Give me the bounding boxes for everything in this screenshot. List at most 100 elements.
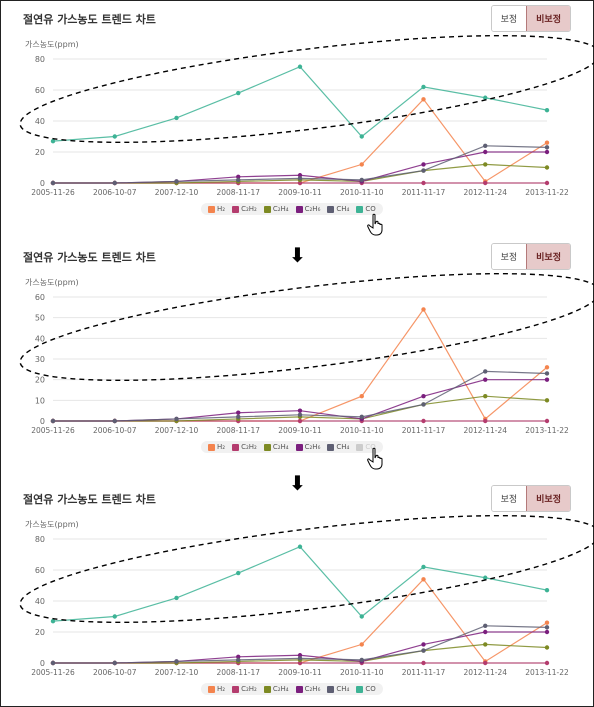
data-point-ch4	[421, 648, 426, 653]
highlight-ellipse	[19, 34, 594, 144]
legend-swatch	[232, 443, 240, 451]
legend-item-c2h4[interactable]: C₂H₄	[263, 443, 289, 451]
legend-swatch	[208, 205, 215, 213]
legend-item-c2h2[interactable]: C₂H₂	[232, 443, 257, 451]
legend-label: C₂H₂	[241, 205, 257, 213]
uncorrected-button[interactable]: 비보정	[526, 244, 570, 269]
legend-label: C₂H₆	[304, 685, 321, 693]
data-point-ch4	[297, 412, 303, 417]
pointer-hand-icon	[367, 447, 383, 470]
x-tick-label: 2012-11-24	[463, 188, 507, 197]
legend-swatch	[356, 205, 364, 213]
data-point-ch4	[483, 369, 488, 374]
legend-label: C₂H₂	[241, 685, 257, 693]
data-point-ch4	[544, 145, 550, 150]
data-point-ch4	[544, 625, 550, 630]
y-tick-label: 40	[35, 334, 45, 343]
data-point-ch4	[174, 416, 179, 422]
series-line-h2	[53, 308, 548, 422]
data-point-c2h6	[544, 377, 550, 382]
legend-item-co[interactable]: CO	[356, 205, 376, 213]
legend-item-h2[interactable]: H₂	[208, 443, 225, 451]
data-point-co	[50, 138, 56, 144]
y-tick-label: 20	[35, 628, 45, 637]
legend-label: C₂H₄	[272, 685, 289, 693]
data-point-ch4	[50, 418, 56, 424]
data-point-co	[483, 575, 488, 580]
data-point-ch4	[483, 623, 488, 628]
trend-chart: 0 10 20 30 40 50 60 2005-11-26 2006-10-07 2007-12…	[19, 272, 594, 435]
x-tick-label: 2011-11-17	[402, 426, 446, 435]
legend-swatch	[208, 443, 215, 451]
legend-label: H₂	[217, 205, 226, 213]
legend-item-c2h6[interactable]: C₂H₆	[295, 205, 320, 213]
legend-item-ch4[interactable]: CH₄	[327, 685, 349, 693]
legend-swatch	[263, 685, 271, 693]
legend-item-co[interactable]: CO	[356, 685, 376, 693]
legend-swatch	[263, 443, 271, 451]
legend-item-ch4[interactable]: CH₄	[327, 443, 349, 451]
legend-swatch	[263, 205, 271, 213]
data-point-c2h6	[544, 149, 550, 155]
corrected-button[interactable]: 보정	[491, 244, 527, 269]
corrected-button[interactable]: 보정	[491, 6, 527, 31]
x-tick-label: 2006-10-07	[93, 668, 137, 677]
data-point-c2h2	[544, 418, 550, 424]
data-point-c2h6	[483, 149, 488, 155]
y-tick-label: 60	[35, 293, 45, 302]
data-point-c2h2	[483, 418, 488, 424]
legend-label: C₂H₄	[272, 443, 289, 451]
data-point-co	[174, 115, 179, 121]
series-line-h2	[53, 578, 548, 664]
data-point-c2h6	[236, 174, 241, 179]
data-point-c2h6	[483, 629, 488, 635]
data-point-h2	[421, 577, 426, 582]
legend-item-h2[interactable]: H₂	[208, 205, 225, 213]
x-tick-label: 2010-11-10	[340, 426, 384, 435]
legend-label: H₂	[217, 443, 226, 451]
corrected-button[interactable]: 보정	[491, 486, 527, 511]
data-point-ch4	[112, 180, 117, 186]
chart-panel-1: 절연유 가스농도 트렌드 차트 보정 비보정 가스농도(ppm) 0 20 40 60…	[17, 5, 594, 236]
data-point-c2h6	[236, 410, 241, 415]
data-point-co	[112, 614, 117, 619]
uncorrected-button[interactable]: 비보정	[526, 486, 570, 511]
legend-swatch	[356, 443, 364, 451]
series-line-h2	[53, 98, 548, 184]
legend-item-c2h2[interactable]: C₂H₂	[232, 205, 257, 213]
y-tick-label: 40	[35, 117, 45, 126]
y-tick-label: 60	[35, 86, 45, 95]
data-point-ch4	[421, 402, 426, 407]
legend-item-ch4[interactable]: CH₄	[327, 205, 349, 213]
legend-swatch	[356, 685, 364, 693]
correction-toggle: 보정 비보정	[490, 5, 571, 32]
legend-label: C₂H₄	[272, 205, 289, 213]
data-point-h2	[421, 97, 426, 102]
data-point-ch4	[236, 657, 241, 663]
x-tick-label: 2006-10-07	[93, 426, 137, 435]
x-tick-label: 2010-11-10	[340, 668, 384, 677]
y-tick-label: 50	[35, 314, 45, 323]
chart-panel-3: 절연유 가스농도 트렌드 차트 보정 비보정 가스농도(ppm) 0 20 40 60…	[17, 485, 594, 701]
legend-swatch	[327, 685, 335, 693]
legend-item-co[interactable]: CO	[356, 443, 376, 451]
data-point-h2	[359, 162, 364, 167]
data-point-c2h6	[421, 394, 426, 399]
data-point-ch4	[50, 660, 56, 666]
x-tick-label: 2008-11-17	[216, 426, 260, 435]
legend-item-c2h6[interactable]: C₂H₆	[295, 685, 321, 693]
data-point-ch4	[297, 656, 303, 661]
legend-label: H₂	[217, 685, 226, 693]
legend-item-c2h4[interactable]: C₂H₄	[263, 685, 289, 693]
panel-title: 절연유 가스농도 트렌드 차트	[23, 251, 156, 264]
data-point-ch4	[112, 660, 117, 666]
data-point-co	[50, 618, 56, 624]
uncorrected-button[interactable]: 비보정	[526, 6, 570, 31]
legend-item-c2h6[interactable]: C₂H₆	[295, 443, 320, 451]
legend-item-c2h4[interactable]: C₂H₄	[263, 205, 289, 213]
legend-item-c2h2[interactable]: C₂H₂	[232, 685, 257, 693]
x-tick-label: 2007-12-10	[155, 668, 199, 677]
legend-item-h2[interactable]: H₂	[208, 685, 225, 693]
data-point-h2	[544, 140, 550, 145]
data-point-c2h2	[421, 180, 426, 186]
